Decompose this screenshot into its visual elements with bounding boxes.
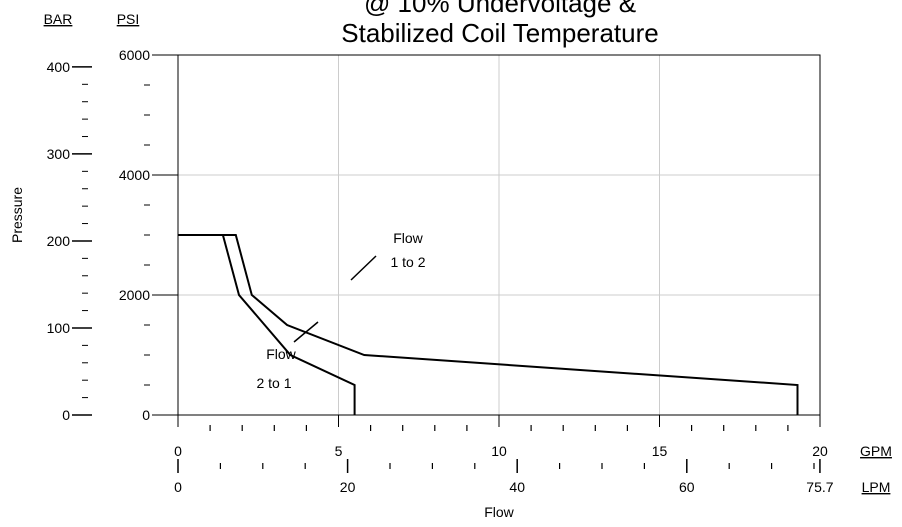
- axis-labels: BAR PSI GPM LPM Pressure Flow Flow 1 to 2 Flow 2 …: [9, 11, 892, 520]
- series-lines: [178, 234, 799, 415]
- gpm-tick-label: 5: [335, 443, 343, 459]
- bar-tick-label: 200: [47, 233, 71, 249]
- gpm-tick-label: 20: [812, 443, 828, 459]
- gpm-unit-label: GPM: [860, 443, 892, 459]
- lpm-unit-label: LPM: [862, 479, 891, 495]
- chart-title-line-1: @ 10% Undervoltage &: [364, 0, 636, 18]
- psi-unit-label: PSI: [117, 11, 140, 27]
- chart-title: @ 10% Undervoltage &Stabilized Coil Temp…: [341, 0, 658, 48]
- bar-tick-label: 400: [47, 59, 71, 75]
- lpm-tick-label: 60: [679, 479, 695, 495]
- x-axis-label: Flow: [484, 504, 514, 520]
- bar-tick-label: 100: [47, 320, 71, 336]
- annotation-flow-1-to-2-line-1: Flow: [393, 230, 423, 246]
- grid-lines: [178, 55, 820, 415]
- chart-title-line-2: Stabilized Coil Temperature: [341, 18, 658, 48]
- annotation-leader-flow-1-to-2: [350, 255, 377, 281]
- lpm-tick-label: 20: [340, 479, 356, 495]
- lpm-tick-label: 40: [509, 479, 525, 495]
- annotation-flow-2-to-1-line-1: Flow: [266, 346, 296, 362]
- annotation-flow-2-to-1-line-2: 2 to 1: [256, 375, 291, 391]
- gpm-tick-label: 0: [174, 443, 182, 459]
- annotation-flow-1-to-2-line-2: 1 to 2: [390, 254, 425, 270]
- bar-tick-label: 0: [62, 407, 70, 423]
- psi-tick-label: 4000: [119, 167, 150, 183]
- series-line-2: [178, 234, 356, 415]
- annotation-leader-flow-2-to-1: [293, 321, 319, 343]
- bar-tick-label: 300: [47, 146, 71, 162]
- lpm-tick-label: 75.7: [806, 479, 833, 495]
- lpm-tick-label: 0: [174, 479, 182, 495]
- gpm-tick-label: 15: [652, 443, 668, 459]
- series-line-1: [178, 234, 799, 415]
- psi-tick-label: 0: [142, 407, 150, 423]
- bar-unit-label: BAR: [44, 11, 73, 27]
- psi-tick-label: 6000: [119, 47, 150, 63]
- psi-tick-label: 2000: [119, 287, 150, 303]
- gpm-tick-label: 10: [491, 443, 507, 459]
- y-axis-label: Pressure: [9, 187, 25, 243]
